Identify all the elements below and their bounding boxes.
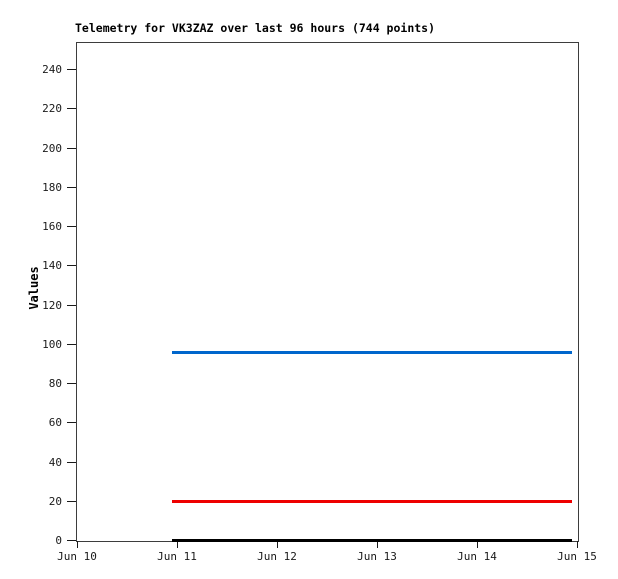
telemetry-channel-black-line — [172, 539, 572, 542]
y-tick-label: 240 — [42, 63, 62, 76]
y-tick-label: 60 — [48, 416, 62, 430]
telemetry-channel-red-line — [172, 500, 572, 503]
x-tick-label: Jun 15 — [557, 550, 597, 563]
y-tick-mark — [67, 500, 76, 502]
x-tick-label: Jun 10 — [57, 550, 97, 563]
plot-area — [76, 42, 579, 542]
y-tick-mark — [67, 540, 76, 541]
x-tick-label: Jun 12 — [257, 550, 297, 563]
y-tick-mark — [67, 186, 76, 188]
x-tick-label: Jun 11 — [157, 550, 197, 563]
y-tick-label: 20 — [48, 494, 62, 508]
x-tick-label: Jun 14 — [457, 550, 497, 563]
y-tick-label: 100 — [42, 337, 62, 351]
y-tick-mark — [67, 147, 76, 149]
chart-title: Telemetry for VK3ZAZ over last 96 hours … — [75, 21, 436, 35]
y-tick-mark — [67, 108, 76, 110]
x-tick-mark — [277, 541, 278, 548]
y-tick-label: 40 — [48, 455, 62, 469]
y-tick-mark — [67, 304, 76, 306]
telemetry-channel-blue-line — [172, 351, 572, 354]
y-tick-label: 160 — [42, 220, 62, 233]
y-tick-label: 0 — [55, 534, 62, 547]
x-tick-mark — [477, 541, 478, 548]
y-tick-mark — [67, 69, 76, 70]
y-tick-label: 180 — [42, 180, 62, 194]
y-tick-mark — [67, 343, 76, 345]
y-tick-mark — [67, 265, 76, 267]
x-tick-mark — [577, 541, 578, 548]
y-tick-label: 140 — [42, 259, 62, 273]
x-tick-mark — [377, 541, 378, 548]
x-tick-mark — [177, 541, 178, 548]
x-tick-label: Jun 13 — [357, 550, 397, 563]
y-tick-mark — [67, 461, 76, 463]
y-tick-mark — [67, 226, 76, 227]
y-tick-label: 200 — [42, 141, 62, 155]
y-tick-label: 120 — [42, 298, 62, 312]
y-tick-mark — [67, 383, 76, 384]
y-tick-label: 80 — [48, 377, 62, 390]
x-tick-mark — [77, 541, 78, 548]
y-tick-mark — [67, 422, 76, 424]
y-tick-label: 220 — [42, 102, 62, 116]
